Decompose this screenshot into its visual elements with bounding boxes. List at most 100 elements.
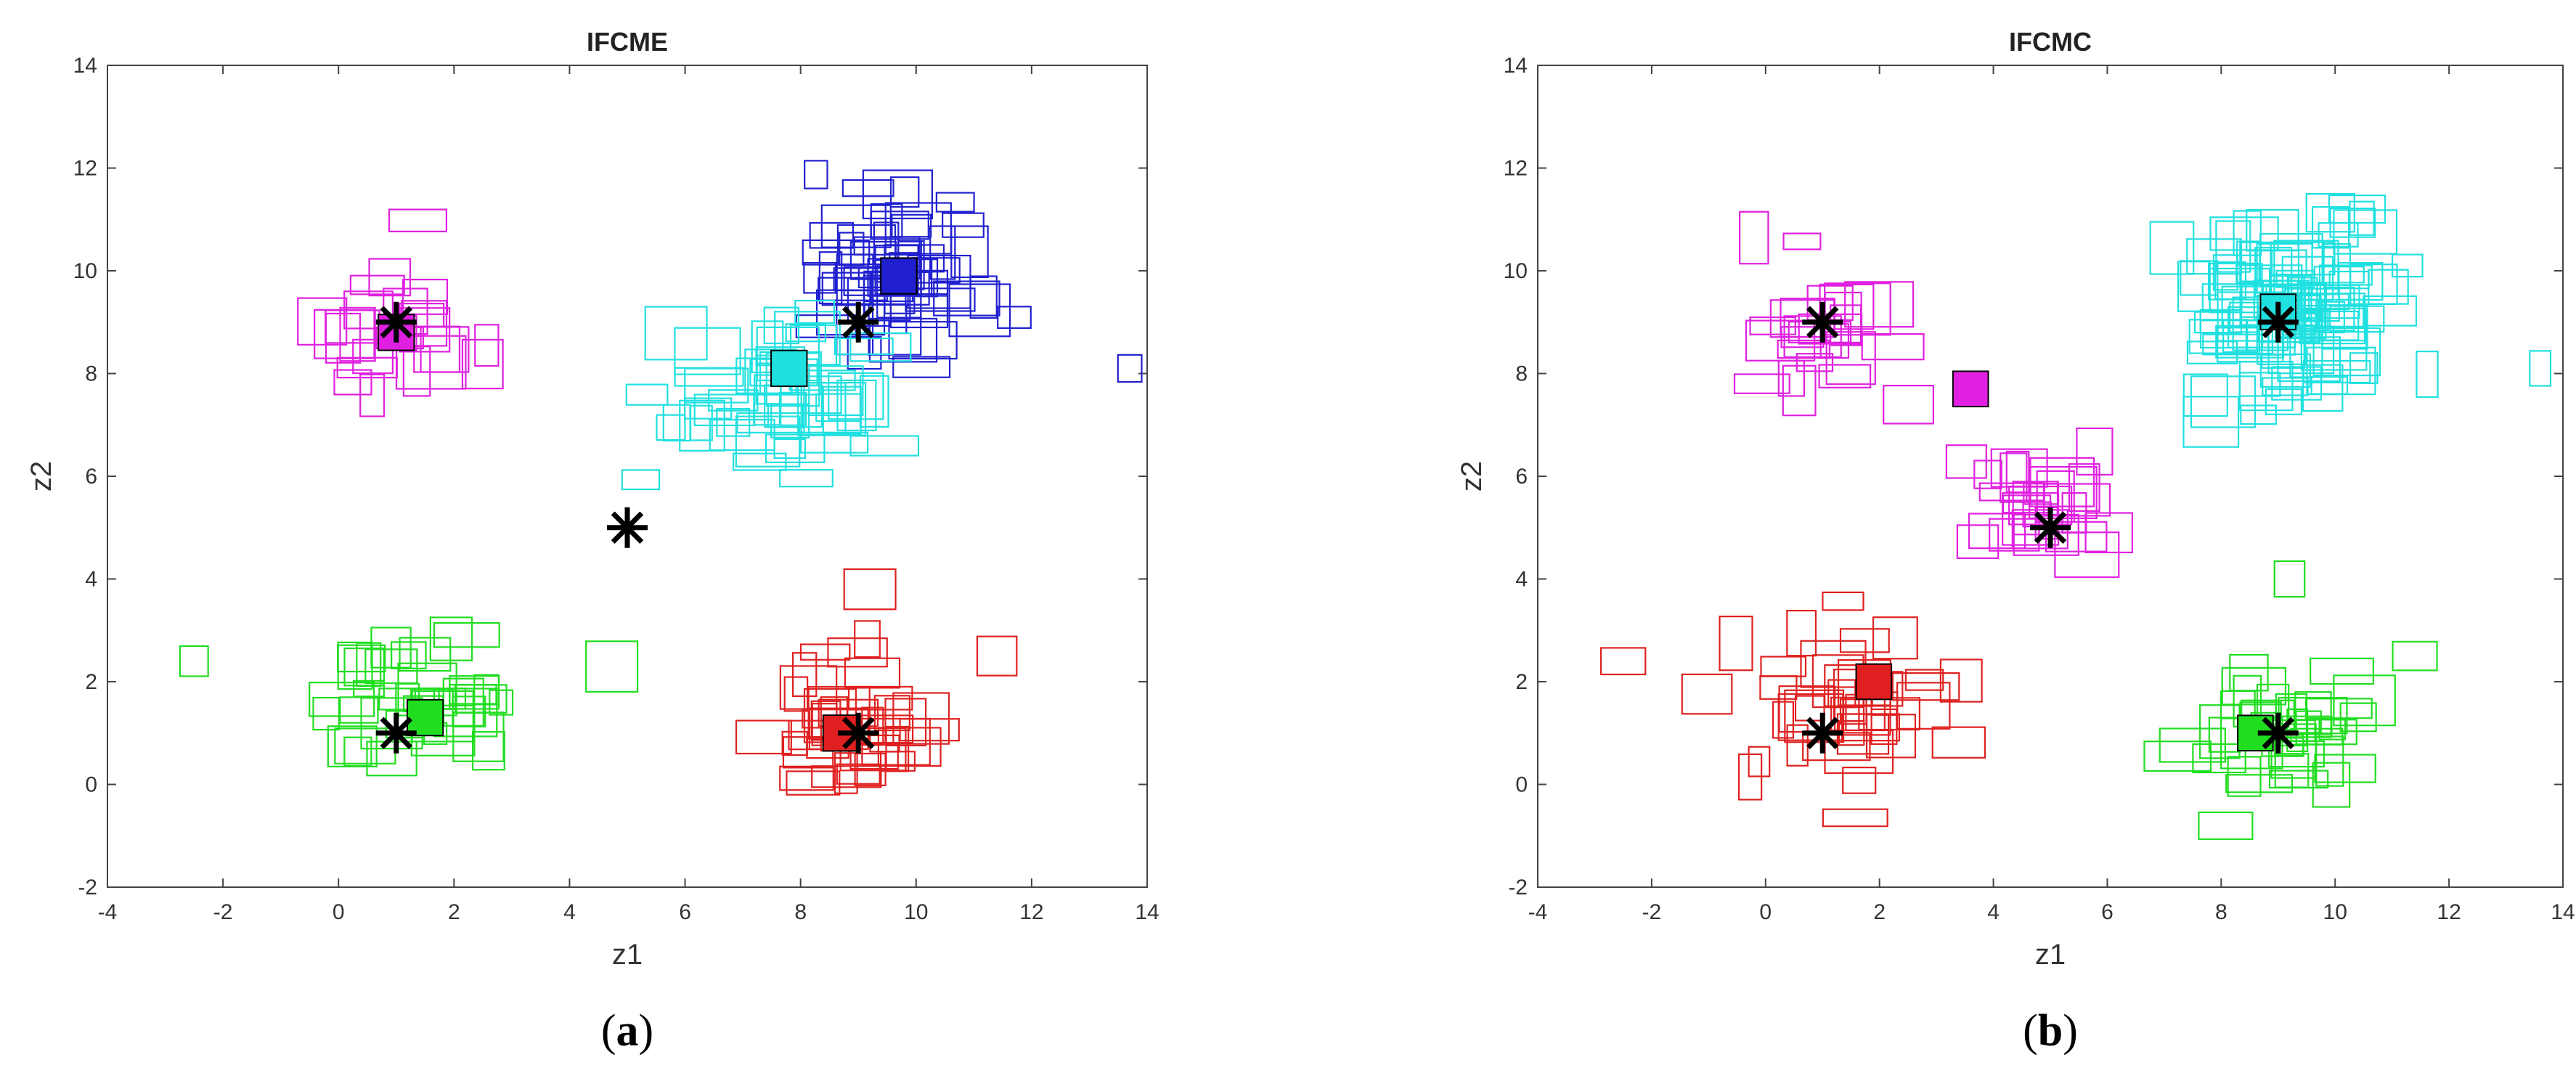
data-box xyxy=(885,725,910,772)
data-box xyxy=(395,335,467,390)
data-box xyxy=(2349,264,2398,305)
data-box xyxy=(836,379,877,432)
data-box xyxy=(708,389,759,412)
data-box xyxy=(2275,269,2315,288)
data-box xyxy=(1749,316,1796,335)
true-center-asterisk xyxy=(1802,712,1843,754)
data-box xyxy=(811,765,882,788)
x-tick-label: -2 xyxy=(1642,900,1662,924)
panel-caption: (b) xyxy=(2023,1006,2078,1056)
data-box xyxy=(2305,193,2355,233)
data-box xyxy=(391,641,427,669)
data-box xyxy=(948,283,1011,338)
data-box xyxy=(779,469,833,488)
data-box xyxy=(1978,482,2045,502)
data-box xyxy=(836,763,881,785)
data-box xyxy=(2229,653,2269,692)
data-box xyxy=(827,637,888,668)
data-box xyxy=(1883,385,1934,425)
data-box xyxy=(2302,359,2371,384)
true-center-asterisk xyxy=(2030,507,2071,548)
data-box xyxy=(2328,270,2370,290)
x-axis-label: z1 xyxy=(612,939,643,971)
x-tick-label: -2 xyxy=(213,900,233,924)
panel-caption: (a) xyxy=(601,1006,653,1056)
data-box xyxy=(976,635,1018,677)
data-box xyxy=(877,727,942,767)
data-box xyxy=(420,326,470,373)
data-box xyxy=(359,373,386,417)
data-box xyxy=(889,293,949,329)
x-tick-label: -4 xyxy=(98,900,118,924)
true-center-asterisk xyxy=(1802,301,1843,343)
data-box xyxy=(1748,746,1771,778)
data-box xyxy=(1733,373,1790,394)
data-box xyxy=(773,438,807,460)
data-box xyxy=(1939,658,1983,703)
data-box xyxy=(1844,281,1915,328)
data-box xyxy=(1990,448,2048,488)
y-tick-label: 6 xyxy=(85,465,97,489)
data-box xyxy=(1904,669,1944,691)
y-tick-label: 12 xyxy=(73,157,97,181)
data-box xyxy=(751,320,784,374)
data-box xyxy=(461,338,504,390)
data-box xyxy=(471,730,505,771)
data-box xyxy=(818,251,843,305)
data-box xyxy=(785,323,827,343)
data-box xyxy=(2305,698,2373,719)
data-box xyxy=(1719,616,1753,672)
data-box xyxy=(1818,364,1872,388)
data-box xyxy=(1861,333,1925,361)
y-tick-label: -2 xyxy=(1508,876,1528,900)
data-box xyxy=(684,367,749,404)
y-axis-label: z2 xyxy=(1456,461,1488,491)
data-box xyxy=(474,324,500,367)
x-tick-label: 14 xyxy=(2551,900,2575,924)
data-box xyxy=(1825,331,1876,386)
interval-data xyxy=(1599,193,2552,840)
data-box xyxy=(836,224,897,266)
true-center-asterisk xyxy=(375,301,417,343)
data-box xyxy=(2229,301,2259,333)
data-box xyxy=(621,469,661,491)
data-box xyxy=(2192,743,2246,774)
data-box xyxy=(2273,240,2339,295)
data-box xyxy=(644,306,708,361)
data-box xyxy=(1891,672,1960,701)
data-box xyxy=(2199,319,2264,349)
data-box xyxy=(1956,524,2000,559)
data-box xyxy=(343,647,386,687)
y-tick-label: 4 xyxy=(85,568,97,592)
data-box xyxy=(297,297,348,346)
data-box xyxy=(312,696,341,731)
data-box xyxy=(2333,674,2396,727)
true-center-asterisk xyxy=(838,301,879,343)
data-box xyxy=(778,391,807,426)
data-box xyxy=(888,321,958,360)
data-box xyxy=(1842,767,1877,794)
data-box xyxy=(337,644,386,673)
data-box xyxy=(2286,708,2309,752)
data-box xyxy=(935,192,975,213)
data-box xyxy=(1931,726,1986,759)
y-tick-label: -2 xyxy=(78,876,97,900)
data-box xyxy=(2045,521,2108,552)
y-tick-label: 14 xyxy=(73,54,97,78)
true-center-asterisk xyxy=(607,507,648,548)
data-box xyxy=(2529,350,2552,387)
true-center-asterisk xyxy=(2257,301,2299,343)
data-box xyxy=(2068,463,2100,512)
data-box xyxy=(1745,319,1816,362)
y-tick-label: 0 xyxy=(85,773,97,797)
data-box xyxy=(873,695,910,732)
data-box xyxy=(2182,373,2228,417)
x-tick-label: 10 xyxy=(2323,900,2347,924)
data-box xyxy=(1772,701,1795,739)
data-box xyxy=(452,711,505,762)
data-box xyxy=(2143,741,2212,772)
data-box xyxy=(1599,647,1647,676)
data-box xyxy=(1872,616,1918,660)
x-tick-label: 6 xyxy=(679,900,691,924)
